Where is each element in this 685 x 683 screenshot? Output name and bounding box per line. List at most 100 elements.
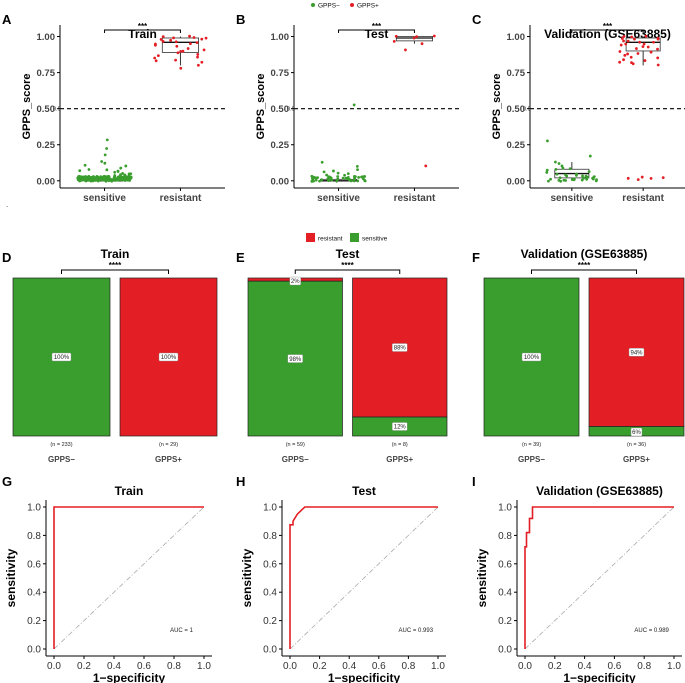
panel-c-point [623, 53, 627, 57]
panel-a-point [92, 175, 95, 179]
panel-e-count-label: (n = 8) [392, 442, 408, 448]
panel-c-point [572, 177, 576, 181]
panel-a-point [179, 49, 183, 53]
panel-a-point [196, 63, 200, 67]
panel-g-y-tick-label: 1.0 [27, 503, 41, 514]
panel-a-y-tick-label: 0.25 [37, 140, 56, 151]
panel-h-y-label: sensitivity [240, 548, 254, 607]
panel-a-point [161, 39, 165, 43]
panel-letter-e: E [236, 250, 245, 265]
panel-a-point [87, 175, 91, 178]
panel-c-point [634, 47, 638, 50]
panel-a-point [174, 40, 178, 44]
panel-a-point [105, 147, 109, 150]
panel-h-x-tick-label: 0.2 [313, 661, 327, 672]
panel-b-y-tick-label: 0.75 [271, 68, 290, 79]
panel-b-y-label: GPPS_score [255, 73, 267, 139]
panel-b-point [353, 175, 356, 179]
panel-b-point [311, 179, 315, 183]
panel-a-point [124, 175, 128, 179]
panel-b-point [336, 177, 340, 181]
panel-b-point [336, 171, 340, 175]
panel-h-diagonal [289, 506, 439, 650]
panel-c-point [656, 37, 660, 41]
panel-b-point [316, 176, 319, 180]
panel-a-point [112, 177, 115, 181]
panel-b-point [328, 175, 332, 179]
panel-e-sig-label: **** [341, 261, 354, 270]
panel-letter-d: D [2, 250, 11, 265]
panel-c-point [592, 175, 596, 179]
panel-b-point [318, 179, 321, 183]
panel-b-point [415, 35, 419, 39]
panel-b-point [355, 164, 359, 168]
panel-a-sig-label: *** [138, 22, 148, 31]
panel-d-sig-bracket [61, 269, 169, 274]
panel-e-bar-label: 12% [394, 425, 407, 431]
panel-c-y-tick-label: 0.75 [507, 68, 526, 79]
panel-f-bar-label: 100% [524, 355, 540, 361]
panel-i-y-label: sensitivity [475, 548, 489, 607]
panel-c-point [636, 178, 640, 182]
panel-h-y-tick-label: 0.0 [263, 645, 277, 656]
panel-a-point [87, 168, 91, 171]
panel-h-x-tick-label: 1.0 [431, 661, 445, 672]
panel-c-point [580, 178, 584, 182]
panel-c-point [581, 174, 584, 178]
panel-i-x-tick-label: 0.4 [578, 661, 592, 672]
panel-a-point [128, 179, 131, 182]
panel-h-x-tick-label: 0.6 [372, 661, 386, 672]
panel-c-point [649, 176, 653, 180]
panel-b-point [310, 174, 314, 178]
panel-c-point [560, 164, 564, 168]
panel-b-point [412, 36, 416, 40]
panel-a-sig-bracket [104, 29, 181, 33]
panel-i-x-tick-label: 0.0 [518, 661, 532, 672]
panel-a-point [200, 37, 204, 41]
panel-a-point [202, 48, 206, 52]
panel-b-point [327, 179, 331, 183]
panel-e-bar-label-bg [392, 343, 408, 352]
panel-d-bar-label-bg [51, 352, 72, 362]
panel-c-point [626, 39, 630, 43]
panel-i-y-tick-label: 1.0 [498, 503, 512, 514]
panel-b-point [394, 34, 398, 38]
panel-c-point [554, 167, 558, 171]
panel-i-x-label: 1−specificity [563, 671, 636, 683]
panel-a-point [172, 36, 175, 40]
panel-c-point [549, 177, 552, 181]
panel-i-diagonal [524, 506, 675, 650]
panel-h-x-tick-label: 0.0 [283, 661, 297, 672]
panel-c-y-tick-label: 0.25 [507, 140, 526, 151]
panel-e-bar-label-bg [392, 422, 408, 431]
panel-c-point [633, 37, 636, 41]
panel-b-point [360, 175, 363, 179]
panel-h-title: Test [352, 484, 376, 498]
panel-b-point [341, 176, 345, 180]
panel-h-x-tick-label: 0.4 [342, 661, 356, 672]
panel-g-x-tick-label: 1.0 [197, 661, 211, 672]
panel-a-point [195, 41, 199, 45]
panel-e-bar-label-bg [289, 276, 301, 286]
panel-e-bar-label: 2% [291, 279, 300, 285]
panel-letter-g: G [2, 474, 12, 489]
panel-a-point [87, 178, 91, 182]
panel-d-count-label: (n = 29) [159, 442, 178, 448]
panel-c-point [554, 160, 557, 164]
panel-c-point [644, 34, 648, 38]
legend-gpps-plus-label: GPPS+ [357, 3, 379, 10]
panel-c-point [545, 171, 549, 174]
panel-c-point [618, 50, 622, 53]
panel-a-point [186, 47, 190, 50]
panel-a-point [80, 178, 84, 182]
panel-h-auc-label: AUC = 0.993 [399, 628, 434, 634]
panel-e-title: Test [336, 247, 360, 261]
panel-i-y-tick-label: 0.0 [498, 645, 512, 656]
panel-b-point [432, 34, 436, 38]
panel-c-point [652, 40, 655, 44]
panel-a-point [188, 34, 191, 38]
panel-c-point [618, 60, 622, 64]
panel-a-point [103, 178, 106, 182]
panel-a-point [200, 60, 204, 64]
panel-c-point [585, 177, 589, 181]
